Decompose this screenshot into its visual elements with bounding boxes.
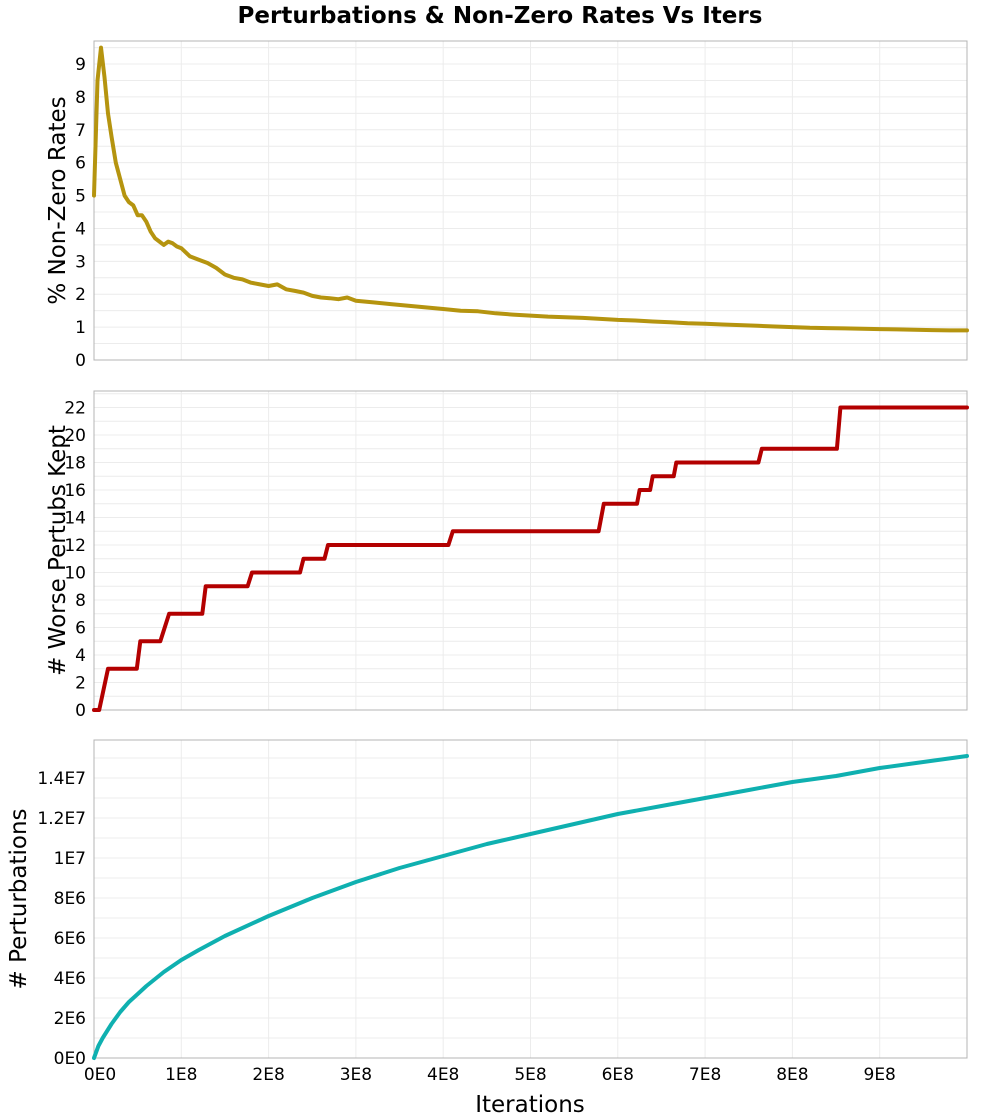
worse-kept-ytick-label: 16: [64, 481, 86, 501]
perturbations-ytick-label: 2E6: [54, 1009, 86, 1029]
perturbations-xtick-label: 6E8: [602, 1065, 634, 1085]
perturbations-xtick-label: 9E8: [864, 1065, 896, 1085]
nonzero-rate-ytick-label: 8: [75, 88, 86, 108]
perturbations-ytick-label: 1.4E7: [37, 769, 86, 789]
worse-kept-ytick-label: 4: [75, 646, 86, 666]
nonzero-rate-ytick-label: 9: [75, 55, 86, 75]
nonzero-rate-ytick-label: 0: [75, 351, 86, 371]
perturbations-xtick-label: 3E8: [340, 1065, 372, 1085]
perturbations-ytick-label: 0E0: [54, 1049, 86, 1069]
perturbations-xtick-label: 2E8: [252, 1065, 284, 1085]
nonzero-rate-ytick-label: 7: [75, 121, 86, 141]
perturbations-xtick-label: 4E8: [427, 1065, 459, 1085]
worse-kept-ytick-label: 10: [64, 564, 86, 584]
perturbations-ytick-label: 4E6: [54, 969, 86, 989]
worse-kept-ytick-label: 8: [75, 591, 86, 611]
nonzero-rate-ytick-label: 6: [75, 154, 86, 174]
x-axis-label: Iterations: [475, 1092, 585, 1118]
worse-kept-ytick-label: 20: [64, 426, 86, 446]
worse-kept-y-axis-label: # Worse Pertubs Kept: [45, 425, 71, 676]
perturbations-plot-frame: [93, 739, 968, 1059]
perturbations-ytick-label: 1.2E7: [37, 809, 86, 829]
worse-kept-ytick-label: 14: [64, 509, 86, 529]
perturbations-ytick-label: 8E6: [54, 889, 86, 909]
nonzero-rate-ytick-label: 2: [75, 285, 86, 305]
worse-kept-ytick-label: 22: [64, 399, 86, 419]
nonzero-rate-ytick-label: 5: [75, 187, 86, 207]
perturbations-xtick-label: 0E0: [84, 1065, 116, 1085]
perturbations-y-axis-label: # Perturbations: [6, 808, 32, 989]
worse-kept-ytick-label: 18: [64, 454, 86, 474]
panel-perturbations: 0E0 2E6 4E6 6E6 8E6 1E7 1.2E7 1.4E7# Perturbati…: [6, 739, 969, 1085]
worse-kept-ytick-label: 2: [75, 674, 86, 694]
worse-kept-ytick-label: 12: [64, 536, 86, 556]
worse-kept-plot-frame: [93, 390, 968, 711]
nonzero-rate-ytick-label: 4: [75, 219, 86, 239]
nonzero-rate-plot-frame: [93, 40, 968, 361]
nonzero-rate-y-axis-label: % Non-Zero Rates: [45, 96, 71, 304]
perturbations-xtick-label: 5E8: [514, 1065, 546, 1085]
nonzero-rate-ytick-label: 3: [75, 252, 86, 272]
perturbations-xtick-label: 1E8: [165, 1065, 197, 1085]
worse-kept-ytick-label: 6: [75, 619, 86, 639]
perturbations-ytick-label: 1E7: [54, 849, 86, 869]
panel-nonzero-rates: 0 1 2 3 4 5 6 7 8 9 % Non-Zero Rates: [45, 40, 969, 371]
perturbations-xtick-label: 7E8: [689, 1065, 721, 1085]
chart-title: Perturbations & Non-Zero Rates Vs Iters: [238, 3, 763, 29]
perturbations-series-line: [92, 754, 969, 1060]
perturbations-xtick-label: 8E8: [776, 1065, 808, 1085]
nonzero-rate-ytick-label: 1: [75, 318, 86, 338]
worse-kept-ytick-label: 0: [75, 701, 86, 721]
perturbations-ytick-label: 6E6: [54, 929, 86, 949]
nonzero-rate-series-line: [92, 45, 969, 333]
panel-worse-perturbs-kept: 0 2 4 6 8 10 12 14 16 18 20 22 # Worse Pertubs Kept: [45, 390, 969, 721]
worse-kept-series-line: [92, 405, 969, 712]
